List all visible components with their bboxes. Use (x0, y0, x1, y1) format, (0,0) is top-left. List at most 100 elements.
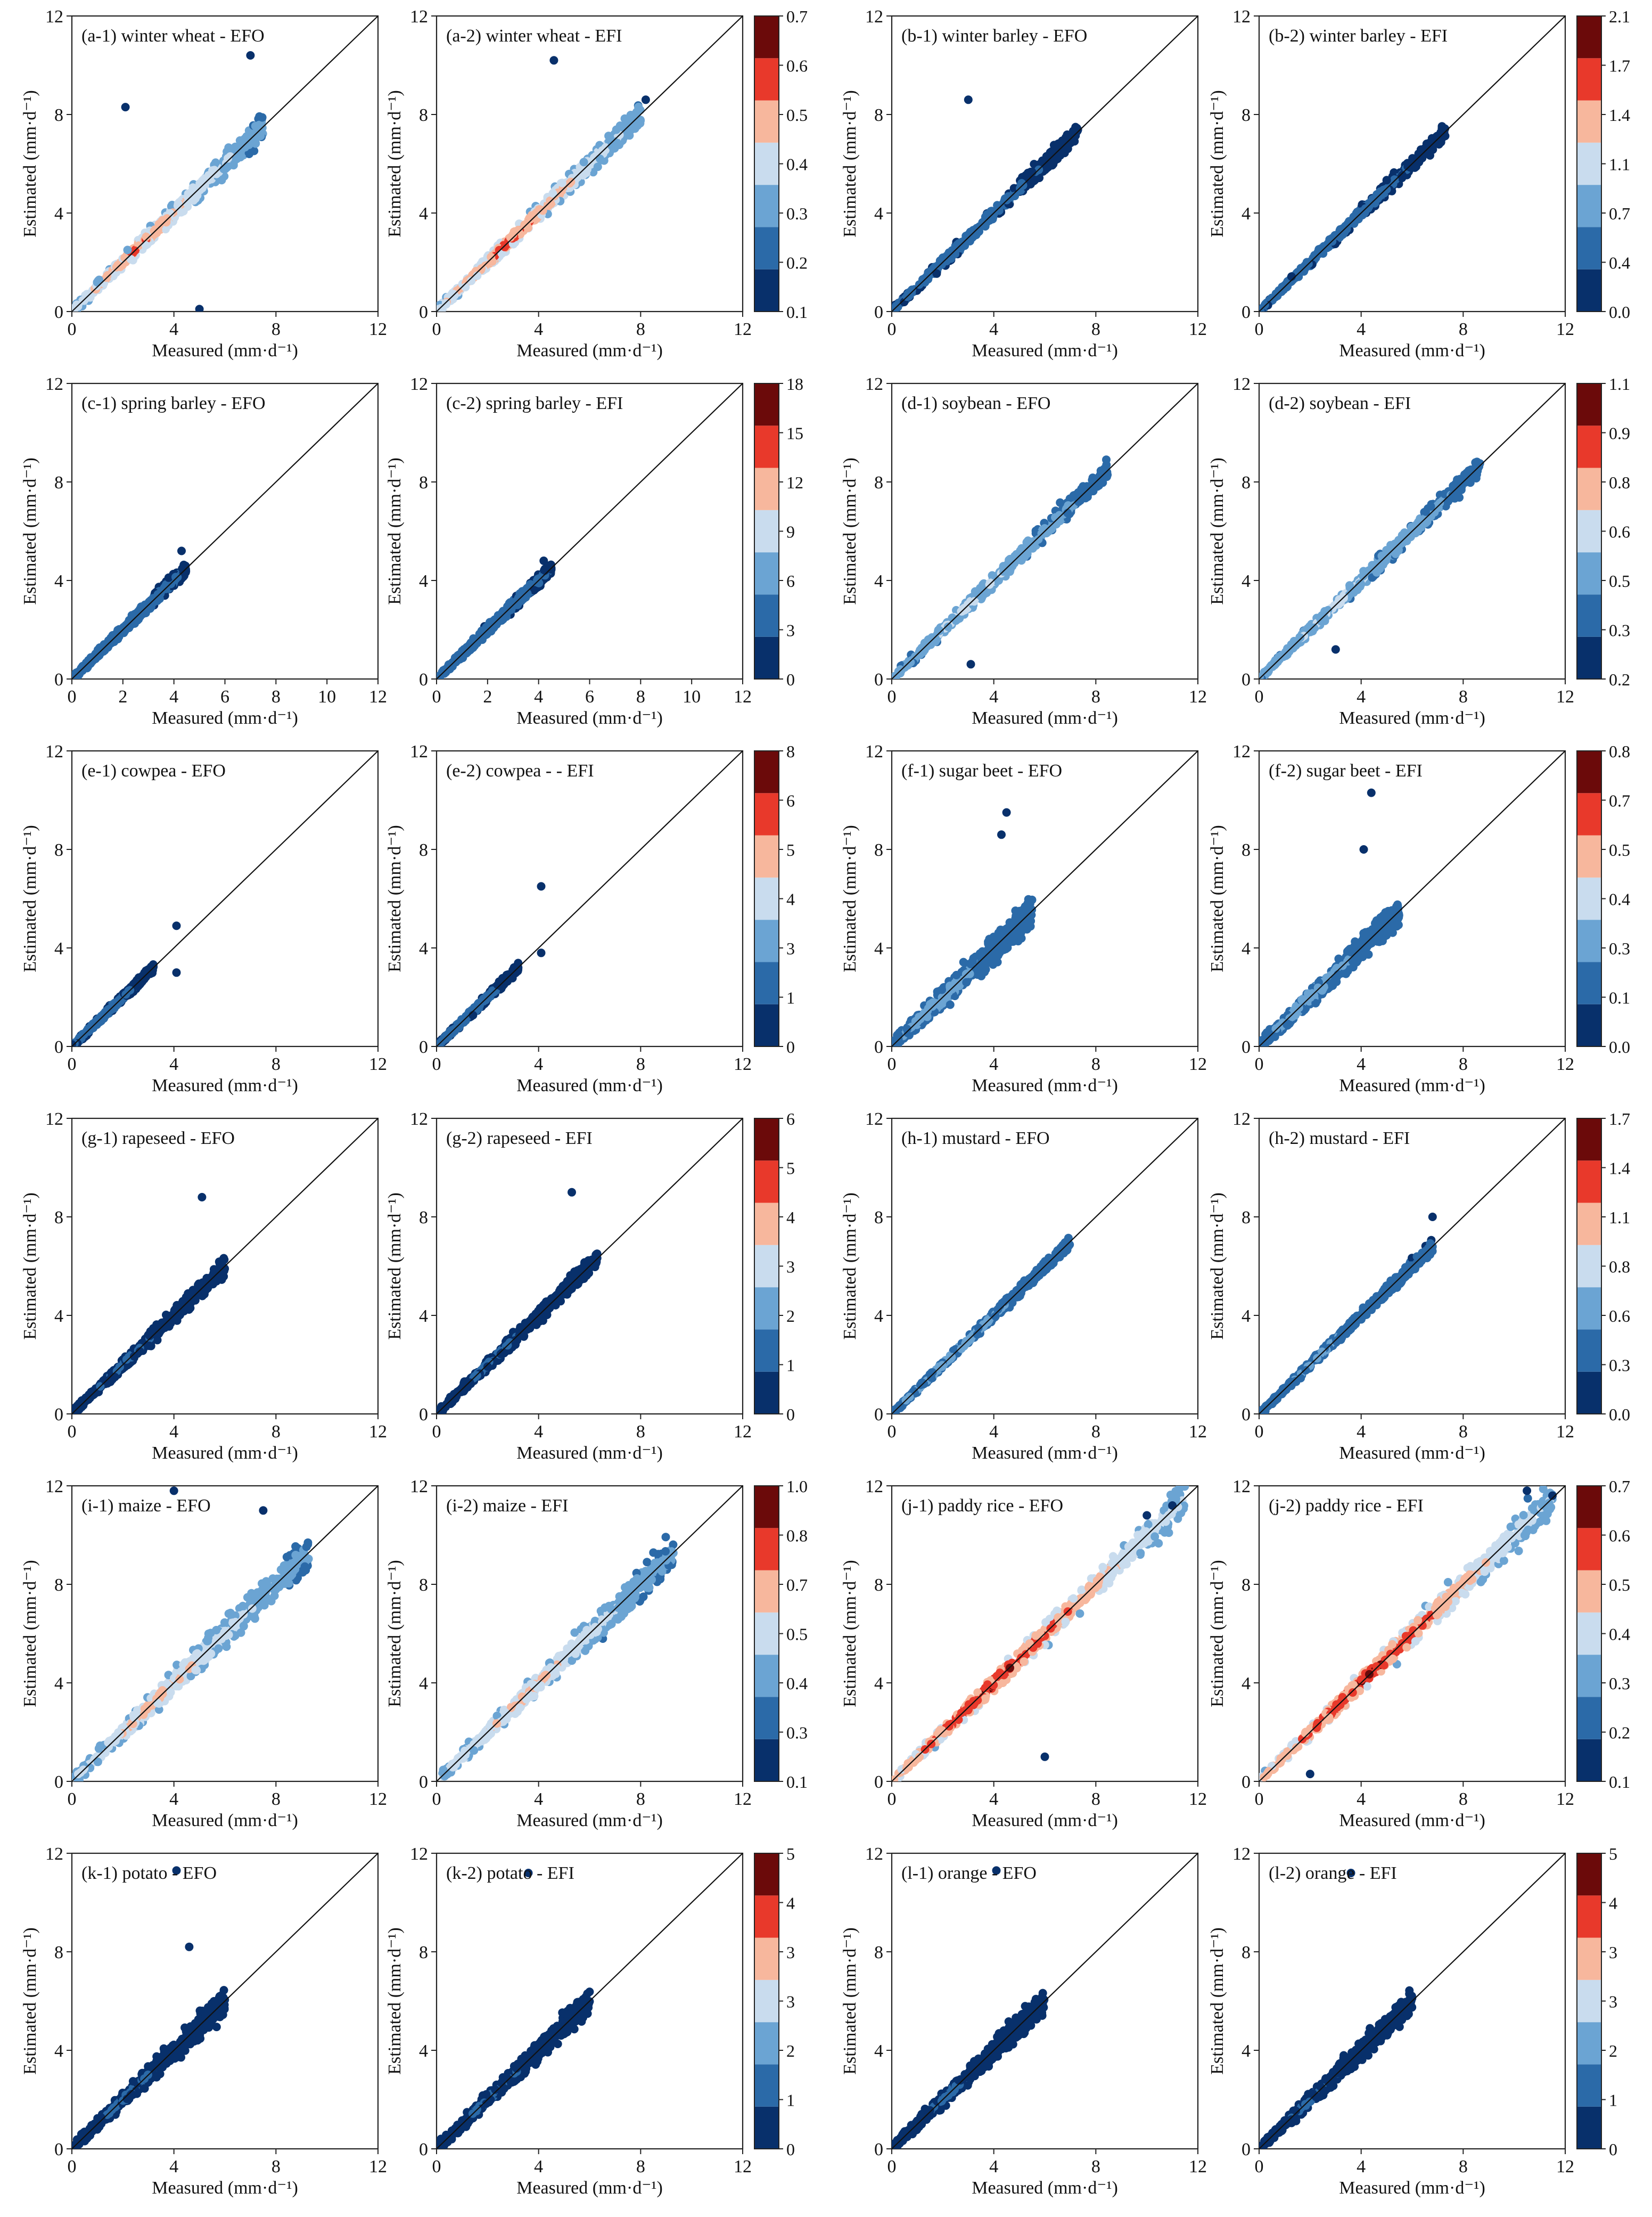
y-tick-label: 12 (410, 7, 428, 27)
scatter-point (1009, 184, 1018, 193)
x-tick-label: 8 (272, 320, 281, 339)
y-tick-label: 0 (874, 670, 883, 690)
y-tick-label: 4 (1242, 571, 1251, 591)
scatter-point (1012, 555, 1021, 565)
scatter-point (1345, 581, 1354, 590)
y-tick-label: 8 (1242, 105, 1251, 125)
scatter-point (1079, 482, 1088, 491)
scatter-point (1029, 175, 1038, 184)
x-tick-label: 12 (1556, 320, 1574, 339)
x-tick-label: 12 (369, 1054, 387, 1074)
scatter-point (987, 207, 996, 216)
x-tick-label: 8 (272, 687, 281, 707)
scatter-point (487, 252, 496, 261)
colorbar-segment (1577, 185, 1601, 227)
colorbar-segment (1577, 636, 1601, 679)
scatter-point (1306, 626, 1315, 635)
scatter-point (126, 255, 135, 264)
scatter-point (236, 151, 244, 160)
one-to-one-line (436, 15, 743, 312)
colorbar-tick-label: 1.7 (1609, 56, 1630, 76)
colorbar-segment (1577, 426, 1601, 468)
x-axis-label: Measured (mm·d⁻¹) (972, 708, 1118, 728)
x-tick-label: 8 (1459, 320, 1468, 339)
scatter-point (1357, 579, 1366, 588)
scatter-point (515, 589, 524, 598)
scatter-point (497, 249, 506, 258)
x-axis-label: Measured (mm·d⁻¹) (1339, 708, 1485, 728)
colorbar-tick-label: 0.0 (1609, 302, 1630, 322)
scatter-point (1398, 171, 1407, 179)
one-to-one-line (436, 383, 743, 680)
colorbar-segment (754, 594, 779, 637)
scatter-point (143, 968, 152, 977)
scatter-point (1475, 459, 1484, 468)
colorbar-tick-label: 0.1 (786, 302, 808, 322)
scatter-point (1073, 125, 1082, 134)
x-axis-label: Measured (mm·d⁻¹) (972, 341, 1118, 361)
x-tick-label: 4 (169, 687, 178, 707)
scatter-point (1382, 176, 1391, 185)
scatter-point (1043, 162, 1053, 171)
scatter-point (636, 116, 645, 125)
colorbar-tick-label: 18 (786, 374, 803, 394)
colorbar-tick-label: 12 (786, 473, 803, 492)
scatter-point (549, 56, 558, 65)
scatter-point (943, 623, 952, 631)
colorbar-segment (1577, 468, 1601, 510)
colorbar-tick-label: 0.3 (1609, 621, 1630, 640)
colorbar-tick-label: 1.4 (1609, 105, 1630, 125)
y-axis-label: Estimated (mm·d⁻¹) (20, 457, 40, 604)
colorbar-segment (754, 383, 779, 426)
panel-title: (c-1) spring barley - EFO (81, 394, 266, 413)
x-tick-label: 12 (1556, 687, 1574, 707)
colorbar-tick-label: 15 (786, 424, 803, 443)
x-tick-label: 8 (636, 687, 645, 707)
panel-title: (d-2) soybean - EFI (1269, 394, 1411, 413)
scatter-point (1089, 482, 1098, 490)
scatter-point (183, 199, 192, 208)
colorbar-segment (1577, 383, 1601, 426)
scatter-point (119, 626, 128, 635)
x-tick-label: 4 (1357, 687, 1366, 707)
x-tick-label: 12 (369, 320, 387, 339)
scatter-point (1004, 192, 1013, 201)
panel-title: (a-2) winter wheat - EFI (446, 26, 622, 46)
colorbar-segment (1577, 100, 1601, 143)
y-axis-label: Estimated (mm·d⁻¹) (1207, 457, 1227, 604)
scatter-point (88, 655, 97, 664)
x-tick-label: 8 (1091, 320, 1100, 339)
scatter-point (243, 138, 252, 148)
colorbar-segment (754, 58, 779, 101)
scatter-point (1021, 171, 1030, 180)
y-tick-label: 4 (874, 204, 883, 224)
y-tick-label: 8 (54, 840, 63, 860)
one-to-one-line (1259, 15, 1566, 312)
panel-title: (b-1) winter barley - EFO (901, 26, 1087, 46)
scatter-point (184, 191, 193, 200)
colorbar-segment (1577, 58, 1601, 101)
x-axis-label: Measured (mm·d⁻¹) (1339, 341, 1485, 361)
x-tick-label: 4 (534, 320, 543, 339)
x-tick-label: 4 (534, 687, 543, 707)
scatter-point (595, 154, 604, 163)
scatter-point (1331, 645, 1340, 654)
colorbar-segment (1577, 552, 1601, 595)
scatter-point (487, 620, 496, 629)
x-tick-label: 8 (272, 1054, 281, 1074)
colorbar-tick-label: 1.1 (1609, 155, 1630, 174)
y-tick-label: 8 (874, 473, 883, 493)
y-tick-label: 8 (419, 105, 428, 125)
scatter-point (172, 968, 181, 977)
scatter-point (514, 225, 523, 234)
scatter-point (459, 645, 469, 654)
scatter-point (219, 165, 228, 174)
y-tick-label: 12 (410, 374, 428, 394)
scatter-point (1074, 497, 1083, 506)
y-tick-label: 4 (54, 571, 63, 591)
scatter-point (1435, 498, 1444, 508)
scatter-point (177, 546, 186, 555)
one-to-one-line (71, 15, 379, 312)
colorbar-segment (1577, 269, 1601, 312)
